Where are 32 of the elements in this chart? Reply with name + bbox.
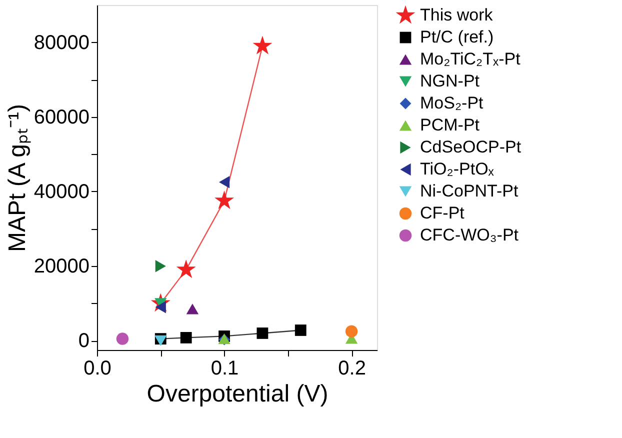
legend-label: CFC-WO₃-Pt	[420, 226, 519, 244]
legend-label: Pt/C (ref.)	[420, 28, 494, 46]
y-tick-label: 60000	[34, 106, 90, 128]
point	[116, 332, 129, 345]
legend-label: PCM-Pt	[420, 116, 480, 134]
y-axis-title: MAPt (A gₚₜ⁻¹)	[4, 104, 31, 252]
x-tick-label: 0.2	[338, 358, 366, 380]
point	[252, 36, 272, 54]
legend-label: This work	[420, 6, 494, 24]
y-tick-label: 0	[78, 330, 90, 352]
point	[218, 176, 230, 188]
legend-label: MoS₂-Pt	[420, 94, 484, 112]
point	[214, 190, 234, 210]
legend-label: TiO₂-PtOₓ	[420, 160, 494, 178]
y-tick-label: 20000	[34, 256, 90, 278]
legend-label: Ni-CoPNT-Pt	[420, 182, 519, 200]
point	[176, 260, 196, 278]
point	[186, 304, 199, 314]
legend-label: Mo₂TiC₂Tₓ-Pt	[420, 50, 521, 68]
point	[256, 328, 268, 339]
point	[345, 325, 358, 338]
legend-label: NGN-Pt	[420, 72, 480, 90]
y-tick-label: 80000	[34, 32, 90, 54]
x-tick-label: 0.0	[84, 358, 112, 380]
x-axis-title: Overpotential (V)	[146, 380, 328, 408]
point	[294, 324, 306, 336]
point	[180, 332, 192, 344]
x-tick-label: 0.1	[210, 358, 239, 380]
point	[155, 260, 166, 272]
legend-label: CF-Pt	[420, 204, 465, 222]
y-tick-label: 40000	[34, 180, 90, 203]
legend-label: CdSeOCP-Pt	[420, 138, 522, 156]
